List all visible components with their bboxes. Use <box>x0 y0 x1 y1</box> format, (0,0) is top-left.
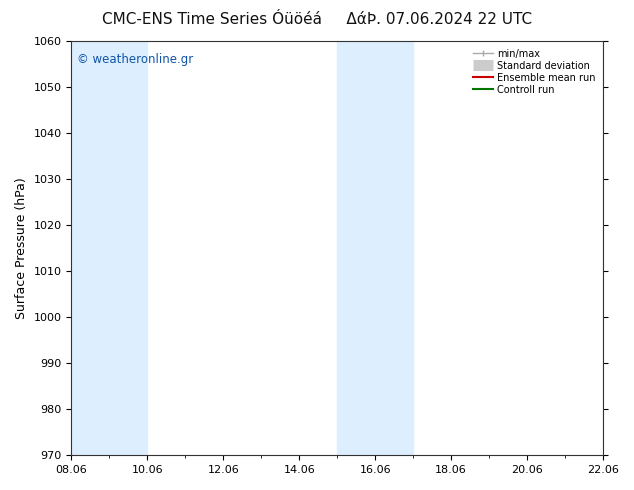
Bar <box>72 41 147 455</box>
Text: CMC-ENS Time Series Óüöéá     ΔάϷ. 07.06.2024 22 UTC: CMC-ENS Time Series Óüöéá ΔάϷ. 07.06.202… <box>102 12 532 27</box>
Bar <box>603 41 622 455</box>
Text: © weatheronline.gr: © weatheronline.gr <box>77 53 193 67</box>
Y-axis label: Surface Pressure (hPa): Surface Pressure (hPa) <box>15 177 28 319</box>
Bar <box>337 41 413 455</box>
Legend: min/max, Standard deviation, Ensemble mean run, Controll run: min/max, Standard deviation, Ensemble me… <box>470 46 598 98</box>
